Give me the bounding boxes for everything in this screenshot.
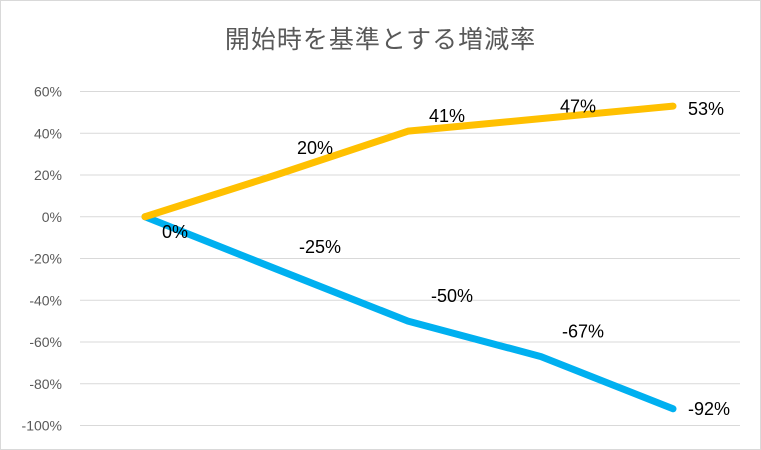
y-tick-label: -60% bbox=[29, 334, 62, 350]
data-label: 20% bbox=[297, 138, 333, 158]
gridlines bbox=[80, 91, 740, 426]
data-label: -92% bbox=[688, 399, 730, 419]
data-label: -67% bbox=[562, 322, 604, 342]
y-tick-label: 60% bbox=[34, 84, 62, 100]
data-label: 53% bbox=[688, 99, 724, 119]
y-tick-label: -80% bbox=[29, 376, 62, 392]
data-label: 47% bbox=[560, 97, 596, 117]
y-tick-label: 0% bbox=[42, 209, 62, 225]
data-label: 0% bbox=[162, 222, 188, 242]
y-tick-label: -40% bbox=[29, 292, 62, 308]
series-line bbox=[141, 102, 677, 221]
y-tick-label: 20% bbox=[34, 167, 62, 183]
y-tick-label: 40% bbox=[34, 125, 62, 141]
chart-title: 開始時を基準とする増減率 bbox=[224, 25, 537, 54]
data-label: 41% bbox=[429, 106, 465, 126]
data-label: -50% bbox=[431, 286, 473, 306]
y-tick-label: -20% bbox=[29, 251, 62, 267]
y-tick-label: -100% bbox=[22, 418, 62, 434]
data-label: -25% bbox=[299, 237, 341, 257]
data-labels: -25% -50% -67% -92% 0% 20% 41% 47% 53% bbox=[162, 97, 730, 419]
y-axis-tick-labels: 60% 40% 20% 0% -20% -40% -60% -80% -100% bbox=[22, 84, 62, 434]
series-line bbox=[141, 213, 677, 413]
series-lines bbox=[141, 102, 677, 413]
